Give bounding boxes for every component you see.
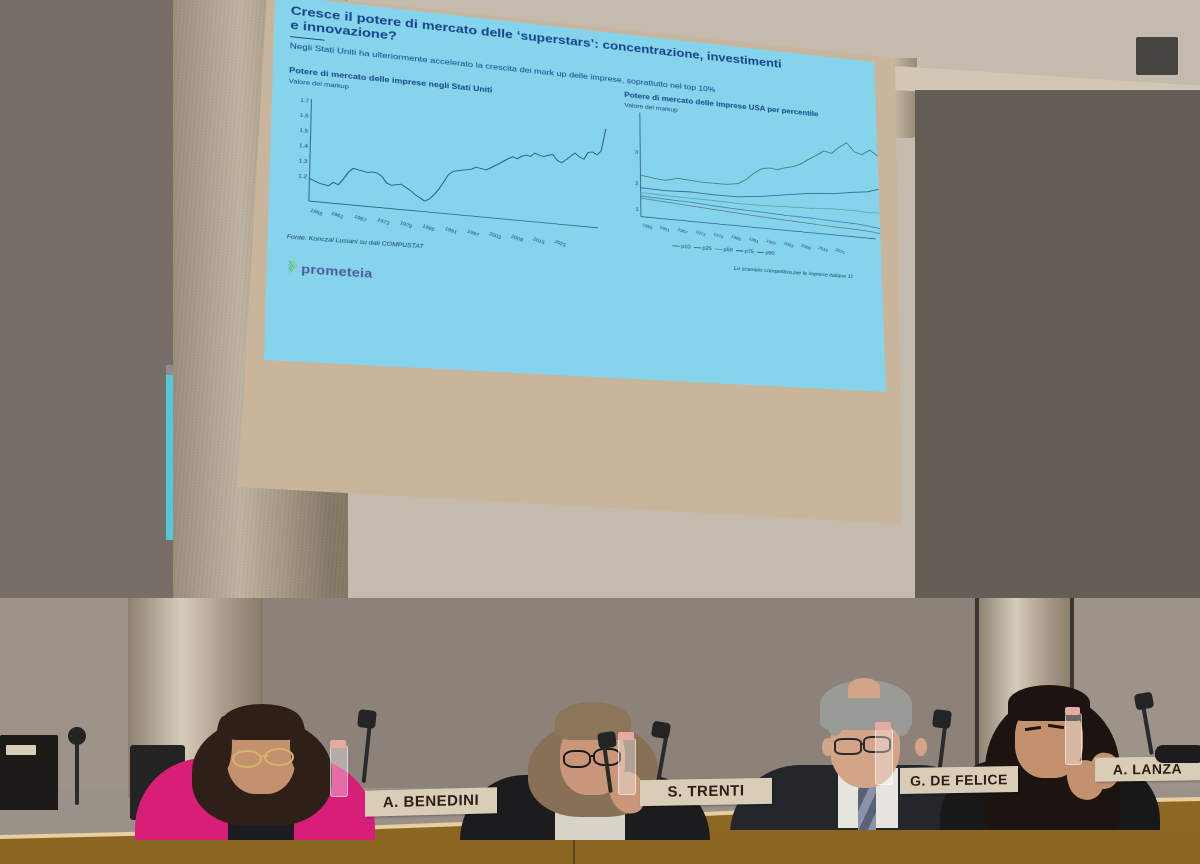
- svg-text:1961: 1961: [659, 225, 671, 234]
- svg-text:1.5: 1.5: [299, 128, 309, 134]
- svg-text:2003: 2003: [488, 232, 502, 241]
- svg-text:2: 2: [635, 182, 638, 187]
- svg-text:1955: 1955: [309, 208, 323, 217]
- svg-text:1.4: 1.4: [299, 144, 309, 150]
- svg-text:2003: 2003: [783, 241, 794, 249]
- svg-text:1967: 1967: [677, 227, 689, 236]
- svg-text:1.2: 1.2: [298, 174, 307, 180]
- svg-text:1.3: 1.3: [299, 159, 309, 165]
- svg-text:1955: 1955: [641, 223, 653, 232]
- svg-text:1997: 1997: [765, 239, 776, 247]
- svg-text:1: 1: [636, 207, 640, 212]
- svg-text:3: 3: [635, 150, 639, 155]
- svg-text:1961: 1961: [330, 211, 344, 220]
- svg-text:1973: 1973: [376, 217, 390, 226]
- svg-text:2015: 2015: [817, 245, 828, 253]
- svg-text:1.6: 1.6: [300, 113, 310, 119]
- svg-text:1997: 1997: [466, 229, 480, 238]
- svg-text:1.7: 1.7: [300, 98, 309, 104]
- svg-text:1991: 1991: [748, 236, 760, 244]
- svg-text:1979: 1979: [712, 232, 724, 240]
- svg-text:2009: 2009: [800, 243, 811, 251]
- svg-text:2021: 2021: [835, 248, 846, 256]
- svg-text:1985: 1985: [421, 224, 435, 233]
- svg-text:2015: 2015: [532, 237, 545, 246]
- svg-text:1979: 1979: [399, 221, 413, 230]
- svg-text:1973: 1973: [695, 230, 707, 238]
- svg-text:2021: 2021: [554, 239, 567, 248]
- svg-text:1991: 1991: [444, 226, 458, 235]
- svg-text:2009: 2009: [510, 234, 523, 243]
- svg-text:1967: 1967: [353, 214, 367, 223]
- svg-text:1985: 1985: [730, 234, 742, 242]
